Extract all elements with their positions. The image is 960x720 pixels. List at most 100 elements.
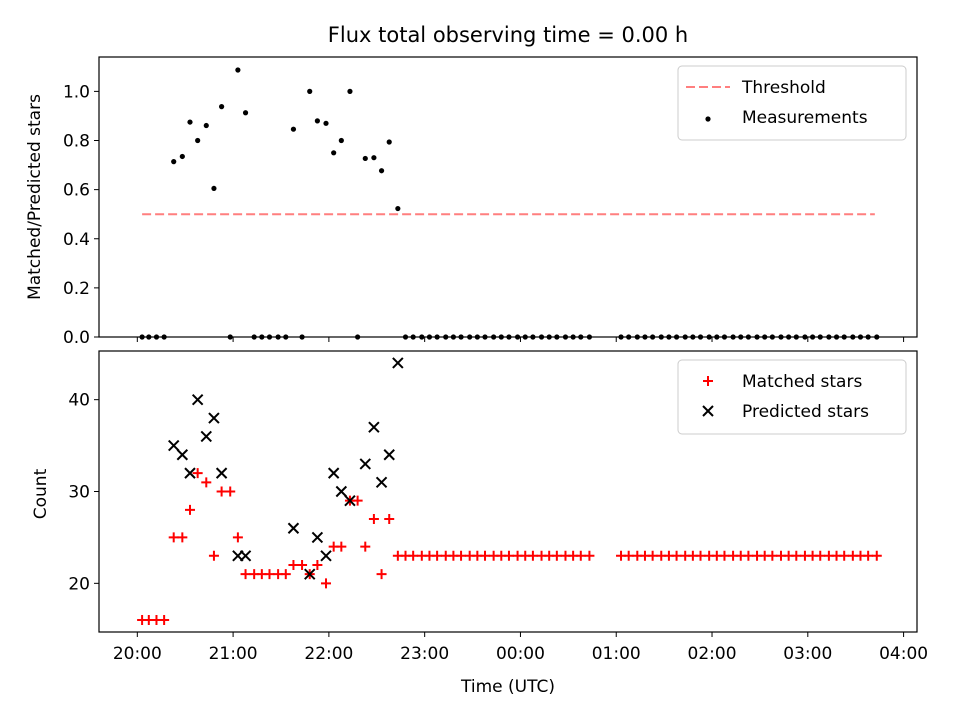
predicted-star-point (375, 476, 388, 489)
measurement-point (266, 334, 273, 340)
matched-star-point (201, 477, 212, 488)
matched-star-point (767, 550, 778, 561)
measurement-point (802, 334, 808, 340)
measurement-point (395, 205, 401, 212)
matched-star-point (695, 550, 706, 561)
measurement-point (331, 150, 337, 156)
measurement-point (809, 334, 816, 340)
matched-star-point (184, 504, 195, 515)
matched-star-point (192, 468, 203, 479)
matched-star-point (584, 550, 595, 561)
measurement-point (211, 185, 217, 192)
measurement-point (338, 137, 344, 144)
measurement-point (506, 334, 512, 340)
predicted-star-point (184, 467, 196, 479)
measurement-point (410, 334, 416, 340)
matched-star-point (551, 550, 562, 561)
x-tick-label: 01:00 (592, 644, 641, 664)
measurement-point (242, 110, 249, 116)
matched-star-point (225, 486, 236, 497)
measurement-point (323, 120, 329, 126)
top-panel: 0.0 0.2 0.4 0.6 0.8 1.0 Threshold Measurements (63, 56, 918, 348)
x-tick-label: 03:00 (783, 644, 832, 664)
measurement-point (467, 334, 473, 340)
matched-star-point (177, 532, 188, 543)
top-y-tick-label: 0.2 (63, 279, 90, 299)
predicted-star-point (335, 485, 348, 498)
matched-star-point (575, 550, 586, 561)
measurement-point (362, 155, 368, 162)
measurement-point (690, 334, 696, 340)
measurement-point (634, 334, 640, 340)
matched-star-point (408, 550, 419, 561)
measurement-point (673, 334, 680, 340)
measurement-point (762, 334, 768, 340)
matched-star-point (623, 550, 634, 561)
measurement-point (714, 334, 720, 340)
measurement-point (161, 334, 167, 340)
measurement-point (706, 334, 712, 340)
legend-measurements-swatch (705, 116, 711, 122)
legend-label: Matched stars (742, 372, 862, 392)
measurement-point (187, 119, 193, 125)
measurement-point (786, 334, 792, 340)
matched-star-point (456, 550, 467, 561)
measurement-point (841, 334, 847, 340)
matched-star-point (216, 486, 227, 497)
measurement-point (443, 334, 449, 340)
measurement-point (522, 334, 528, 340)
matched-star-point (480, 550, 491, 561)
matched-star-point (368, 514, 379, 525)
measurement-point (626, 334, 632, 340)
matched-star-point (232, 532, 243, 543)
measurement-point (434, 334, 440, 340)
matched-star-point (352, 495, 363, 506)
measurement-point (426, 334, 433, 340)
measurement-point (721, 334, 728, 340)
measurement-point (730, 334, 736, 340)
measurement-point (865, 334, 871, 340)
measurement-point (458, 334, 464, 340)
measurement-point (666, 334, 672, 340)
measurement-point (219, 104, 225, 110)
predicted-star-point (320, 550, 332, 562)
measurement-point (850, 334, 856, 340)
matched-star-point (280, 569, 291, 580)
matched-star-point (360, 541, 371, 552)
matched-star-point (671, 550, 682, 561)
x-tick-label: 20:00 (113, 644, 162, 664)
bottom-y-tick-label: 40 (68, 391, 90, 411)
matched-star-point (815, 550, 826, 561)
predicted-star-point (344, 494, 356, 507)
measurement-point (578, 334, 584, 340)
legend-label: Threshold (741, 78, 826, 98)
matched-star-point (297, 559, 308, 570)
matched-star-point (376, 569, 387, 580)
predicted-star-point (215, 467, 228, 479)
bottom-legend (677, 359, 907, 435)
measurement-point (857, 334, 864, 340)
matched-star-point (719, 550, 730, 561)
top-y-tick-label: 0.8 (63, 132, 90, 152)
matched-star-point (863, 550, 874, 561)
matched-star-point (839, 550, 850, 561)
measurement-point (275, 334, 281, 340)
measurement-point (474, 334, 480, 340)
top-legend (677, 65, 907, 141)
x-tick-label: 02:00 (688, 644, 737, 664)
predicted-star-point (368, 421, 380, 433)
measurement-point (171, 159, 177, 165)
chart-title: Flux total observing time = 0.00 h (328, 23, 688, 47)
bottom-panel: 20:00 21:00 22:00 23:00 00:00 01:00 02:00 03:00… (68, 350, 928, 664)
measurement-point (530, 334, 536, 340)
measurement-point (482, 334, 488, 340)
measurement-point (642, 334, 648, 340)
measurement-point (419, 334, 425, 340)
measurement-point (650, 334, 656, 340)
measurement-point (227, 334, 233, 340)
measurement-point (235, 67, 241, 73)
measurement-point (179, 153, 185, 160)
legend-label: Measurements (742, 108, 868, 128)
measurement-point (618, 334, 624, 340)
measurement-point (498, 334, 504, 340)
